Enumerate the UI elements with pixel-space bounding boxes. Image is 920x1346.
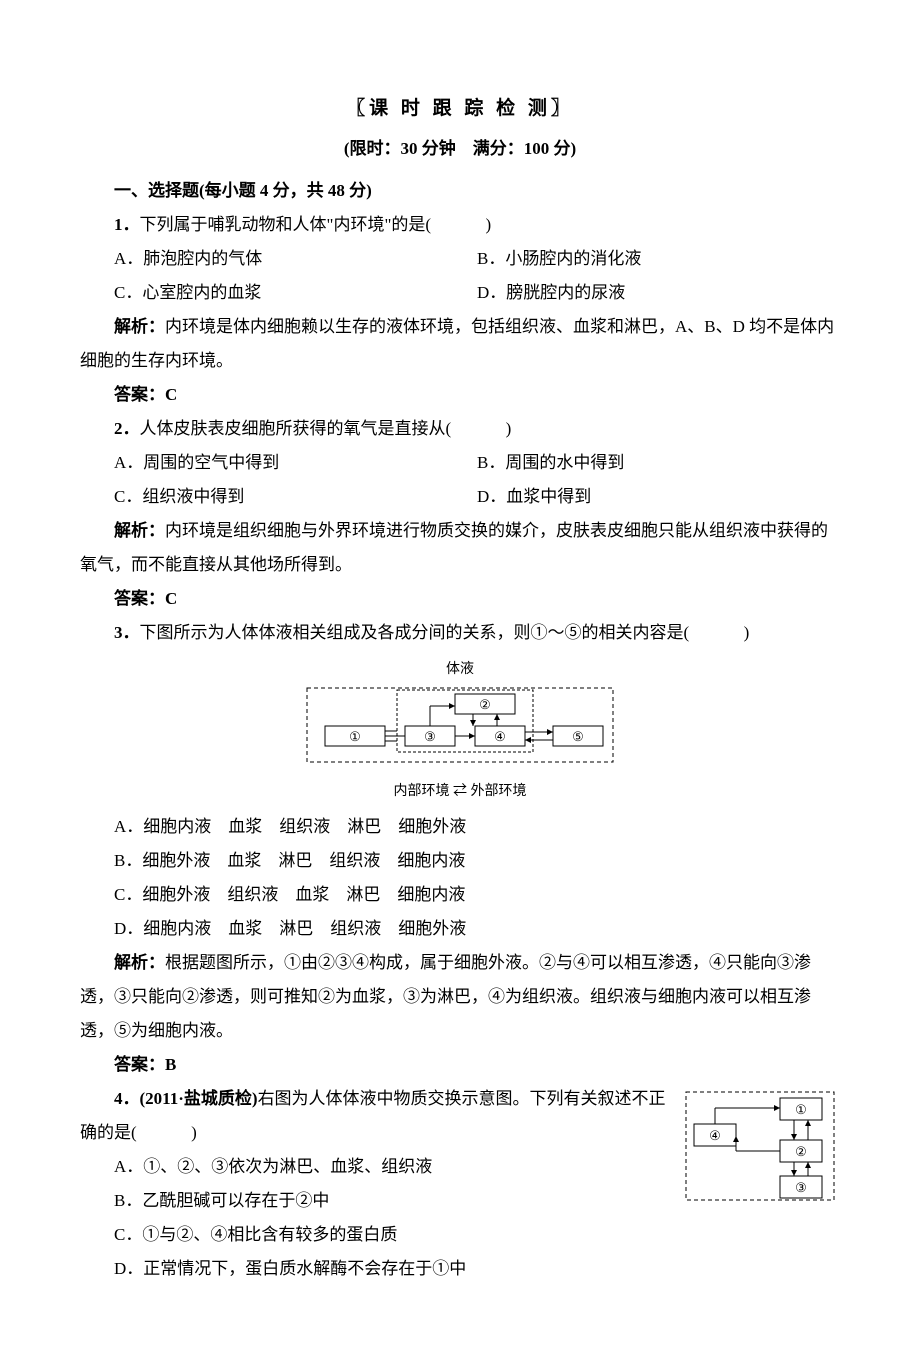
q4-end: ) bbox=[191, 1123, 197, 1142]
svg-text:④: ④ bbox=[494, 729, 506, 744]
q2-option-c: C．组织液中得到 bbox=[114, 480, 477, 514]
q4-diagram-svg: ① ④ ② ③ bbox=[680, 1086, 840, 1206]
q1-explain: 解析：内环境是体内细胞赖以生存的液体环境，包括组织液、血浆和淋巴，A、B、D 均… bbox=[80, 310, 840, 378]
q4-number: 4． bbox=[114, 1089, 140, 1108]
q2-end: ) bbox=[506, 419, 512, 438]
q3-diagram-top-label: 体液 bbox=[80, 656, 840, 684]
q3-option-c: C．细胞外液 组织液 血浆 淋巴 细胞内液 bbox=[80, 878, 840, 912]
q3-answer-value: B bbox=[165, 1055, 176, 1074]
q3-explain-label: 解析： bbox=[114, 953, 165, 972]
q1-options-row1: A．肺泡腔内的气体 B．小肠腔内的消化液 bbox=[80, 242, 840, 276]
q2-explain: 解析：内环境是组织细胞与外界环境进行物质交换的媒介，皮肤表皮细胞只能从组织液中获… bbox=[80, 514, 840, 582]
q1-option-a: A．肺泡腔内的气体 bbox=[114, 242, 477, 276]
q1-number: 1． bbox=[114, 215, 140, 234]
svg-text:⑤: ⑤ bbox=[572, 729, 584, 744]
q3-number: 3． bbox=[114, 623, 140, 642]
q3-diagram-svg: ② ① ③ ④ ⑤ bbox=[305, 686, 615, 764]
q1-option-d: D．膀胱腔内的尿液 bbox=[477, 276, 840, 310]
svg-text:①: ① bbox=[349, 729, 361, 744]
q3-bottom-arrow: ⇄ bbox=[453, 784, 467, 799]
q3-diagram: 体液 ② ① ③ ④ ⑤ bbox=[80, 656, 840, 806]
q2-option-b: B．周围的水中得到 bbox=[477, 446, 840, 480]
q2-number: 2． bbox=[114, 419, 140, 438]
q3-option-a: A．细胞内液 血浆 组织液 淋巴 细胞外液 bbox=[80, 810, 840, 844]
q1-options-row2: C．心室腔内的血浆 D．膀胱腔内的尿液 bbox=[80, 276, 840, 310]
q1-answer: 答案：C bbox=[80, 378, 840, 412]
q3-end: ) bbox=[744, 623, 750, 642]
svg-text:②: ② bbox=[795, 1144, 807, 1159]
q2-answer: 答案：C bbox=[80, 582, 840, 616]
q3-answer: 答案：B bbox=[80, 1048, 840, 1082]
subtitle: (限时：30 分钟 满分：100 分) bbox=[80, 132, 840, 166]
q3-answer-label: 答案： bbox=[114, 1055, 165, 1074]
q1-answer-value: C bbox=[165, 385, 177, 404]
q1-end: ) bbox=[485, 215, 491, 234]
q3-bottom-right: 外部环境 bbox=[471, 784, 527, 799]
q3-explain: 解析：根据题图所示，①由②③④构成，属于细胞外液。②与④可以相互渗透，④只能向③… bbox=[80, 946, 840, 1048]
title-text: 课 时 跟 踪 检 测 bbox=[369, 98, 551, 119]
q1-text: 下列属于哺乳动物和人体"内环境"的是( bbox=[140, 215, 432, 234]
svg-text:①: ① bbox=[795, 1102, 807, 1117]
page-title: 〖课 时 跟 踪 检 测〗 bbox=[80, 90, 840, 128]
svg-text:②: ② bbox=[479, 697, 491, 712]
section-heading: 一、选择题(每小题 4 分，共 48 分) bbox=[80, 174, 840, 208]
q2-option-d: D．血浆中得到 bbox=[477, 480, 840, 514]
q2-options-row2: C．组织液中得到 D．血浆中得到 bbox=[80, 480, 840, 514]
title-bracket-left: 〖 bbox=[346, 98, 369, 119]
q3-bottom-left: 内部环境 bbox=[394, 784, 450, 799]
q2-answer-label: 答案： bbox=[114, 589, 165, 608]
q3-option-d: D．细胞内液 血浆 淋巴 组织液 细胞外液 bbox=[80, 912, 840, 946]
q3-option-b: B．细胞外液 血浆 淋巴 组织液 细胞内液 bbox=[80, 844, 840, 878]
q2-option-a: A．周围的空气中得到 bbox=[114, 446, 477, 480]
title-bracket-right: 〗 bbox=[551, 98, 574, 119]
q1-answer-label: 答案： bbox=[114, 385, 165, 404]
page-content: 〖课 时 跟 踪 检 测〗 (限时：30 分钟 满分：100 分) 一、选择题(… bbox=[0, 0, 920, 1346]
q3-text: 下图所示为人体体液相关组成及各成分间的关系，则①～⑤的相关内容是( bbox=[140, 623, 690, 642]
q4-option-d: D．正常情况下，蛋白质水解酶不会存在于①中 bbox=[80, 1252, 840, 1286]
q3-explain-body: 根据题图所示，①由②③④构成，属于细胞外液。②与④可以相互渗透，④只能向③渗透，… bbox=[80, 953, 811, 1040]
q2-answer-value: C bbox=[165, 589, 177, 608]
svg-text:③: ③ bbox=[795, 1180, 807, 1195]
q1-option-b: B．小肠腔内的消化液 bbox=[477, 242, 840, 276]
svg-text:④: ④ bbox=[709, 1128, 721, 1143]
q4-block: ① ④ ② ③ bbox=[80, 1082, 840, 1286]
q4-source: (2011·盐城质检) bbox=[140, 1089, 258, 1108]
svg-text:③: ③ bbox=[424, 729, 436, 744]
q2-stem: 2．人体皮肤表皮细胞所获得的氧气是直接从() bbox=[80, 412, 840, 446]
q3-stem: 3．下图所示为人体体液相关组成及各成分间的关系，则①～⑤的相关内容是() bbox=[80, 616, 840, 650]
q1-explain-label: 解析： bbox=[114, 317, 165, 336]
q4-diagram: ① ④ ② ③ bbox=[680, 1086, 840, 1218]
q4-option-c: C．①与②、④相比含有较多的蛋白质 bbox=[80, 1218, 840, 1252]
q3-diagram-bottom-label: 内部环境 ⇄ 外部环境 bbox=[80, 778, 840, 806]
q2-options-row1: A．周围的空气中得到 B．周围的水中得到 bbox=[80, 446, 840, 480]
q1-option-c: C．心室腔内的血浆 bbox=[114, 276, 477, 310]
q1-explain-body: 内环境是体内细胞赖以生存的液体环境，包括组织液、血浆和淋巴，A、B、D 均不是体… bbox=[80, 317, 834, 370]
q2-explain-label: 解析： bbox=[114, 521, 165, 540]
q2-text: 人体皮肤表皮细胞所获得的氧气是直接从( bbox=[140, 419, 452, 438]
q2-explain-body: 内环境是组织细胞与外界环境进行物质交换的媒介，皮肤表皮细胞只能从组织液中获得的氧… bbox=[80, 521, 828, 574]
q1-stem: 1．下列属于哺乳动物和人体"内环境"的是() bbox=[80, 208, 840, 242]
